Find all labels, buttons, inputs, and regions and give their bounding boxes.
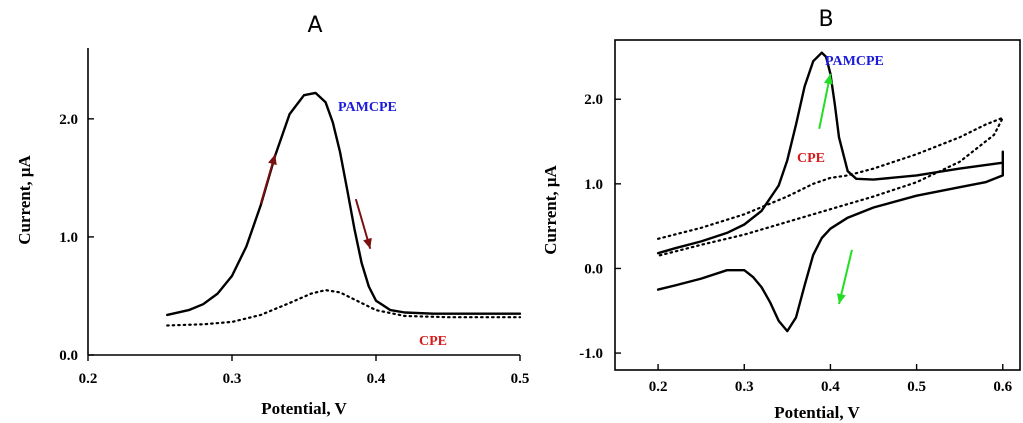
panel-b-y-tick-label: 1.0 xyxy=(584,177,603,193)
panel-a-x-axis-title: Potential, V xyxy=(261,399,347,418)
panel-a-series-cpe-line xyxy=(166,289,522,327)
panel-a-series-label-pamcpe: PAMCPE xyxy=(338,100,397,115)
panel-b-x-tick-label: 0.2 xyxy=(649,379,668,395)
panel-b-x-tick-label: 0.3 xyxy=(735,379,754,395)
panel-a-x-tick-label: 0.4 xyxy=(367,371,386,387)
panel-a-x-tick-label: 0.5 xyxy=(511,371,530,387)
panel-a-direction-arrow xyxy=(354,198,372,250)
panel-b-x-tick-label: 0.6 xyxy=(993,379,1012,395)
panel-a-y-axis-title: Current, μA xyxy=(15,154,34,244)
panel-b: B 0.2 0.3 0.4 0.5 0.6 -1.0 0.0 1.0 2.0 PAMCPE CP… xyxy=(541,7,1021,422)
panel-b-x-tick-label: 0.5 xyxy=(907,379,926,395)
panel-a-ticks: 0.2 0.3 0.4 0.5 0.0 1.0 2.0 xyxy=(59,112,529,387)
panel-b-y-tick-label: 0.0 xyxy=(584,261,603,277)
panel-a-y-tick-label: 0.0 xyxy=(59,348,78,364)
panel-a-title: A xyxy=(307,13,322,38)
panel-b-series-cpe-line xyxy=(656,116,1004,257)
panel-b-series-label-cpe: CPE xyxy=(797,151,825,166)
panel-a-series-label-cpe: CPE xyxy=(419,334,447,349)
panel-b-y-tick-label: 2.0 xyxy=(584,92,603,108)
panel-a-y-tick-label: 2.0 xyxy=(59,112,78,128)
panel-b-direction-arrow xyxy=(818,73,833,130)
panel-b-series-pamcpe-line xyxy=(656,51,1004,333)
panel-b-direction-arrow xyxy=(836,249,853,305)
panel-a-series-pamcpe-line xyxy=(165,91,522,317)
panel-a-x-tick-label: 0.2 xyxy=(79,371,98,387)
panel-b-x-tick-label: 0.4 xyxy=(821,379,840,395)
panel-b-arrows xyxy=(818,73,853,305)
panel-a-x-tick-label: 0.3 xyxy=(223,371,242,387)
panel-b-title: B xyxy=(818,7,833,32)
panel-a-arrows xyxy=(259,153,372,250)
panel-b-y-axis-title: Current, μA xyxy=(541,164,560,254)
panel-b-ticks: 0.2 0.3 0.4 0.5 0.6 -1.0 0.0 1.0 2.0 xyxy=(579,92,1012,395)
panel-a-y-tick-label: 1.0 xyxy=(59,230,78,246)
panel-b-frame xyxy=(614,39,1021,371)
panel-b-curves xyxy=(656,51,1004,333)
panel-b-series-label-pamcpe: PAMCPE xyxy=(825,54,884,69)
panel-a-curves xyxy=(165,91,522,327)
panel-a: A 0.2 0.3 0.4 0.5 0.0 1.0 2.0 PAMCPE CPE Poten… xyxy=(15,13,529,418)
panel-a-direction-arrow xyxy=(259,153,277,205)
panel-b-x-axis-title: Potential, V xyxy=(774,403,860,422)
panel-b-y-tick-label: -1.0 xyxy=(579,346,603,362)
